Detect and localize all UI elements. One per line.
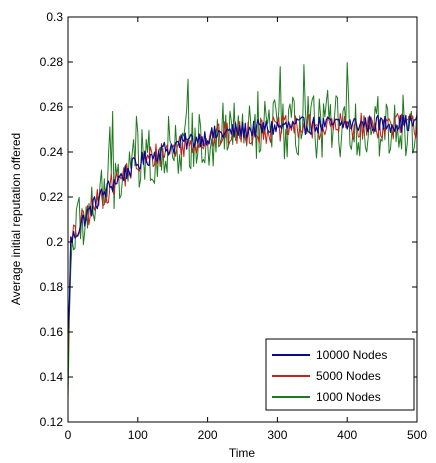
y-tick-label: 0.2 — [46, 235, 63, 249]
y-tick-label: 0.26 — [40, 100, 64, 114]
y-axis-title: Average initial reputation offered — [9, 133, 23, 305]
x-tick-label: 400 — [337, 428, 357, 442]
y-tick-label: 0.16 — [40, 325, 64, 339]
legend: 10000 Nodes 5000 Nodes 1000 Nodes — [265, 338, 415, 411]
y-tick-label: 0.14 — [40, 370, 64, 384]
y-tick-label: 0.12 — [40, 415, 64, 429]
x-tick-label: 200 — [198, 428, 218, 442]
y-tick-label: 0.3 — [46, 10, 63, 24]
plot-border — [67, 16, 418, 423]
x-tick-label: 100 — [128, 428, 148, 442]
series-line-10000-nodes — [67, 114, 418, 333]
legend-label-10000-nodes: 10000 Nodes — [316, 348, 387, 362]
y-tick-label: 0.24 — [40, 145, 64, 159]
tick-layer: 0 100 200 300 400 500 0.12 0.14 0.16 0.18 0.2 0.22 0… — [40, 10, 428, 442]
y-tick-label: 0.18 — [40, 280, 64, 294]
x-tick-label: 0 — [65, 428, 72, 442]
x-axis-title: Time — [229, 446, 256, 460]
series-layer — [67, 61, 418, 400]
legend-box — [265, 338, 415, 411]
legend-label-1000-nodes: 1000 Nodes — [316, 390, 381, 404]
y-tick-label: 0.22 — [40, 190, 64, 204]
x-tick-label: 300 — [267, 428, 287, 442]
x-tick-label: 500 — [407, 428, 427, 442]
legend-label-5000-nodes: 5000 Nodes — [316, 369, 381, 383]
y-tick-label: 0.28 — [40, 55, 64, 69]
